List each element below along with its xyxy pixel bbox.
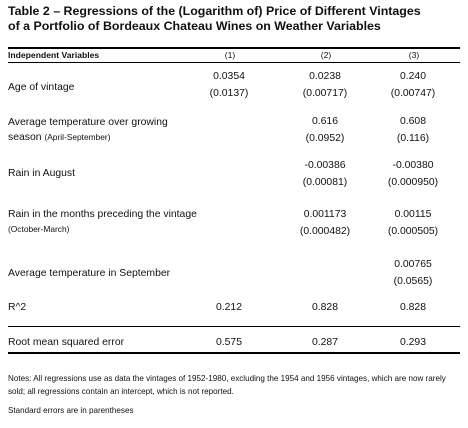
r2-col-1: 0.212 <box>215 302 242 313</box>
r2-label: R^2 <box>8 302 27 313</box>
cell-col-2: 0.0238 (0.00717) <box>302 71 348 99</box>
rmse-col-2: 0.287 <box>311 337 338 348</box>
cell-col-3: 0.00765 (0.0565) <box>393 259 433 287</box>
header-col-1: (1) <box>224 50 236 60</box>
bottom-rule <box>8 352 460 354</box>
title-line-1: Table 2 – Regressions of the (Logarithm … <box>8 4 421 18</box>
rmse-col-3: 0.293 <box>399 337 426 348</box>
cell-col-2: 0.616 (0.0952) <box>305 116 345 144</box>
header-independent-variables: Independent Variables <box>8 50 100 60</box>
top-rule <box>8 47 460 49</box>
row-label: Rain in the months preceding the vintage… <box>8 209 197 234</box>
title-line-2: of a Portfolio of Bordeaux Chateau Wines… <box>8 19 381 33</box>
cell-col-3: -0.00380 (0.000950) <box>387 160 439 188</box>
r2-rule <box>8 326 460 327</box>
rmse-col-1: 0.575 <box>215 337 242 348</box>
header-col-3: (3) <box>408 50 420 60</box>
r2-col-2: 0.828 <box>311 302 338 313</box>
cell-col-3: 0.00115 (0.000505) <box>387 209 439 237</box>
row-label: Age of vintage <box>8 82 75 93</box>
header-rule <box>8 62 460 63</box>
cell-col-1: 0.0354 (0.0137) <box>209 71 249 99</box>
rmse-label: Root mean squared error <box>8 337 125 348</box>
cell-col-3: 0.608 (0.116) <box>396 116 430 144</box>
r2-col-3: 0.828 <box>399 302 426 313</box>
table-title: Table 2 – Regressions of the (Logarithm … <box>8 4 464 34</box>
cell-col-2: -0.00386 (0.00081) <box>302 160 348 188</box>
table-notes: Notes: All regressions use as data the v… <box>8 374 446 396</box>
standard-errors-footnote: Standard errors are in parentheses <box>8 406 134 415</box>
row-label: Average temperature over growing season … <box>8 117 168 143</box>
row-label: Rain in August <box>8 168 76 179</box>
header-col-2: (2) <box>320 50 332 60</box>
cell-col-2: 0.001173 (0.000482) <box>299 209 351 237</box>
cell-col-3: 0.240 (0.00747) <box>390 71 436 99</box>
row-label: Average temperature in September <box>8 268 171 279</box>
